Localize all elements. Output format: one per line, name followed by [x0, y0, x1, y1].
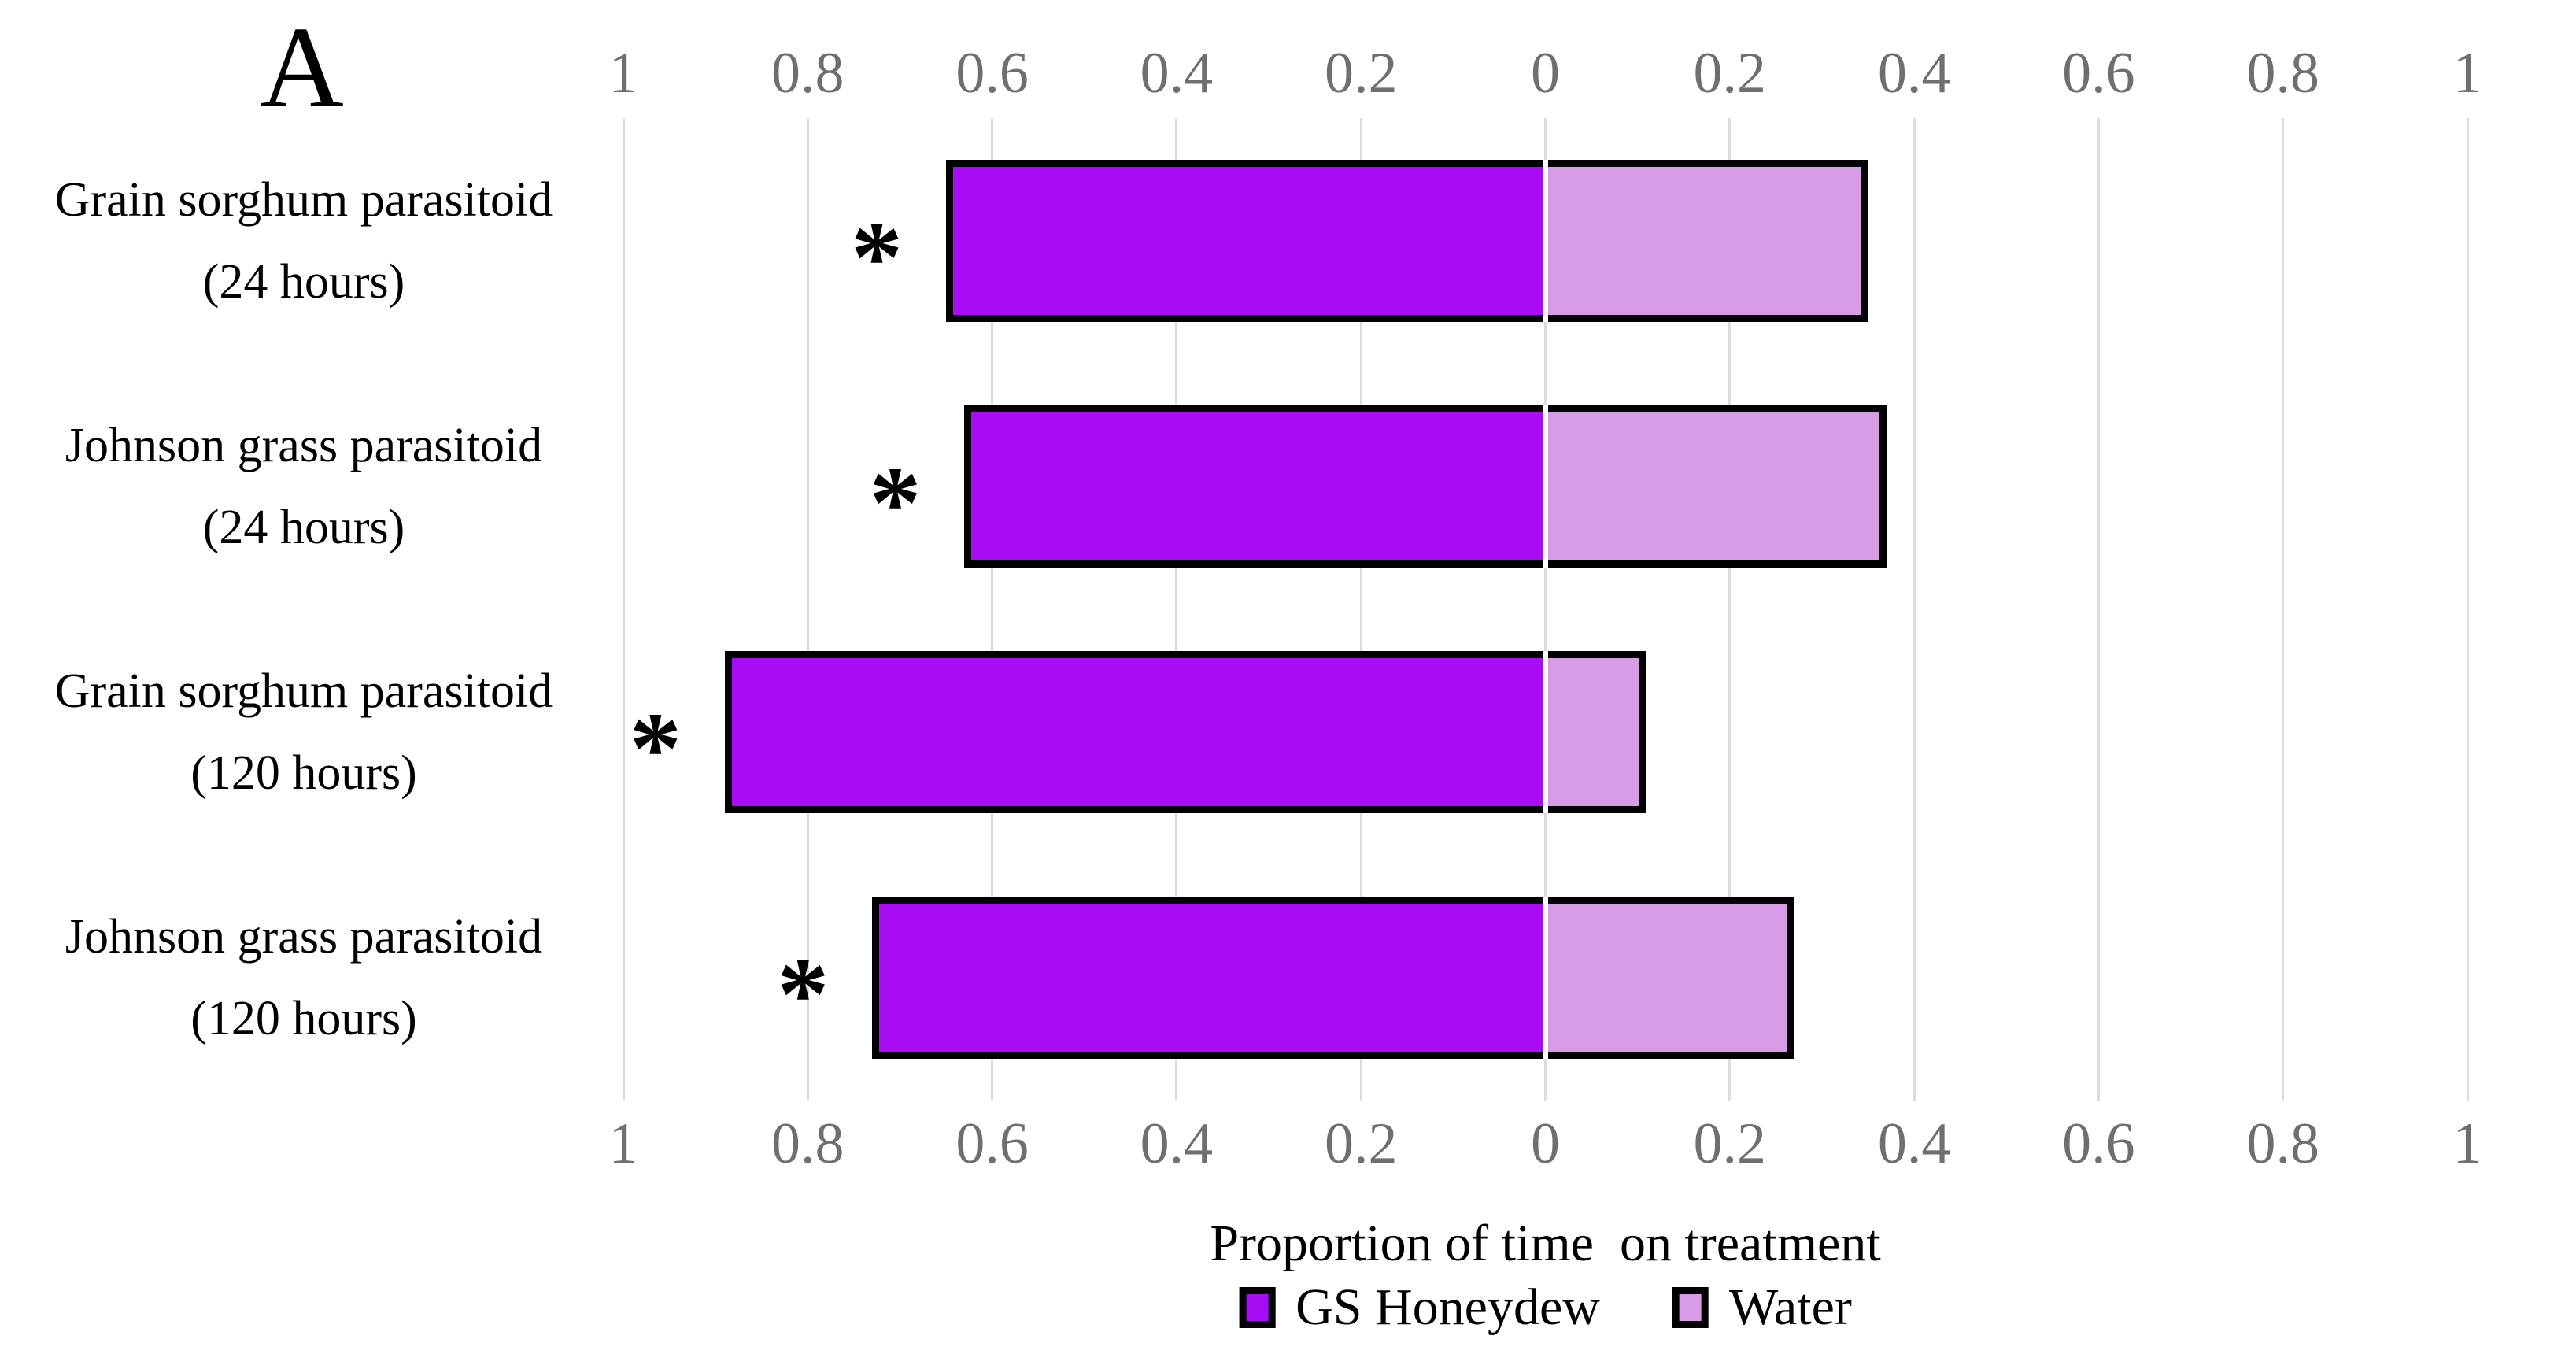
- bar-gs-honeydew-row-2: [724, 651, 1546, 813]
- asterisk-glyph: *: [777, 936, 830, 1052]
- legend-label: GS Honeydew: [1295, 1278, 1600, 1336]
- legend-item-water: Water: [1672, 1282, 1852, 1334]
- axis-top-tick-8: 0.6: [2062, 41, 2135, 105]
- category-label-3: Johnson grass parasitoid (120 hours): [0, 896, 608, 1060]
- category-label-line2: (120 hours): [190, 992, 417, 1045]
- axis-top-tick-0: 1: [608, 41, 638, 105]
- gridline-6: [1728, 118, 1732, 1101]
- asterisk-glyph: *: [629, 690, 682, 807]
- gridline-3: [1175, 118, 1178, 1101]
- gridline-9: [2282, 118, 2285, 1101]
- axis-top-tick-2: 0.6: [955, 41, 1029, 105]
- panel-title: A: [260, 3, 344, 132]
- bar-gs-honeydew-row-0: [946, 160, 1546, 322]
- gridline-2: [991, 118, 994, 1101]
- zero-axis-separator-3: [1543, 897, 1548, 1059]
- axis-bottom-tick-5: 0: [1531, 1112, 1560, 1176]
- bar-water-row-2: [1545, 651, 1647, 813]
- category-label-line2: (120 hours): [190, 746, 417, 800]
- gridline-1: [806, 118, 809, 1101]
- x-axis-title: Proportion of time on treatment: [1210, 1215, 1881, 1272]
- legend-label: Water: [1728, 1278, 1852, 1336]
- gridline-5: [1544, 118, 1547, 1101]
- bar-gs-honeydew-row-1: [964, 405, 1546, 568]
- category-label-line1: Johnson grass parasitoid: [65, 419, 543, 472]
- zero-axis-separator-0: [1543, 160, 1548, 322]
- axis-bottom-tick-3: 0.4: [1140, 1112, 1214, 1176]
- axis-bottom-tick-2: 0.6: [955, 1112, 1029, 1176]
- axis-bottom-tick-9: 0.8: [2246, 1112, 2319, 1176]
- asterisk-glyph: *: [851, 199, 904, 316]
- significance-asterisk-row-0: *: [800, 118, 903, 364]
- axis-top-tick-3: 0.4: [1140, 41, 1214, 105]
- axis-bottom-tick-1: 0.8: [771, 1112, 844, 1176]
- bar-water-row-1: [1545, 405, 1887, 568]
- axis-top-tick-9: 0.8: [2246, 41, 2319, 105]
- category-label-0: Grain sorghum parasitoid (24 hours): [0, 159, 608, 323]
- category-label-2: Grain sorghum parasitoid (120 hours): [0, 650, 608, 814]
- category-label-1: Johnson grass parasitoid (24 hours): [0, 405, 608, 568]
- chart-legend: GS Honeydew Water: [1239, 1282, 1852, 1334]
- zero-axis-separator-1: [1543, 405, 1548, 568]
- significance-asterisk-row-1: *: [819, 364, 921, 609]
- gridline-7: [1913, 118, 1916, 1101]
- axis-top-tick-1: 0.8: [771, 41, 844, 105]
- axis-top-tick-10: 1: [2452, 41, 2482, 105]
- category-label-line2: (24 hours): [202, 255, 405, 309]
- gridline-0: [622, 118, 625, 1101]
- significance-asterisk-row-2: *: [579, 609, 682, 855]
- bar-water-row-3: [1545, 897, 1794, 1059]
- axis-top-tick-5: 0: [1531, 41, 1560, 105]
- axis-bottom-tick-4: 0.2: [1324, 1112, 1398, 1176]
- category-label-line1: Johnson grass parasitoid: [65, 910, 543, 964]
- axis-top-tick-7: 0.4: [1877, 41, 1951, 105]
- gridline-4: [1359, 118, 1362, 1101]
- axis-bottom-tick-8: 0.6: [2062, 1112, 2135, 1176]
- axis-bottom-tick-0: 1: [608, 1112, 638, 1176]
- axis-top-tick-6: 0.2: [1693, 41, 1767, 105]
- category-label-line1: Grain sorghum parasitoid: [54, 173, 553, 227]
- legend-swatch-gs-honeydew: [1239, 1287, 1276, 1328]
- axis-bottom-tick-6: 0.2: [1693, 1112, 1767, 1176]
- bar-water-row-0: [1545, 160, 1868, 322]
- legend-swatch-water: [1672, 1287, 1709, 1328]
- significance-asterisk-row-3: *: [726, 855, 829, 1101]
- bar-gs-honeydew-row-3: [872, 897, 1546, 1059]
- axis-top-tick-4: 0.2: [1324, 41, 1398, 105]
- category-label-line2: (24 hours): [202, 501, 405, 554]
- zero-axis-separator-2: [1543, 651, 1548, 813]
- axis-bottom-tick-7: 0.4: [1877, 1112, 1951, 1176]
- axis-bottom-tick-10: 1: [2452, 1112, 2482, 1176]
- gridline-8: [2097, 118, 2100, 1101]
- gridline-10: [2466, 118, 2469, 1101]
- asterisk-glyph: *: [869, 445, 922, 561]
- category-label-line1: Grain sorghum parasitoid: [54, 664, 553, 718]
- legend-item-gs-honeydew: GS Honeydew: [1239, 1282, 1600, 1334]
